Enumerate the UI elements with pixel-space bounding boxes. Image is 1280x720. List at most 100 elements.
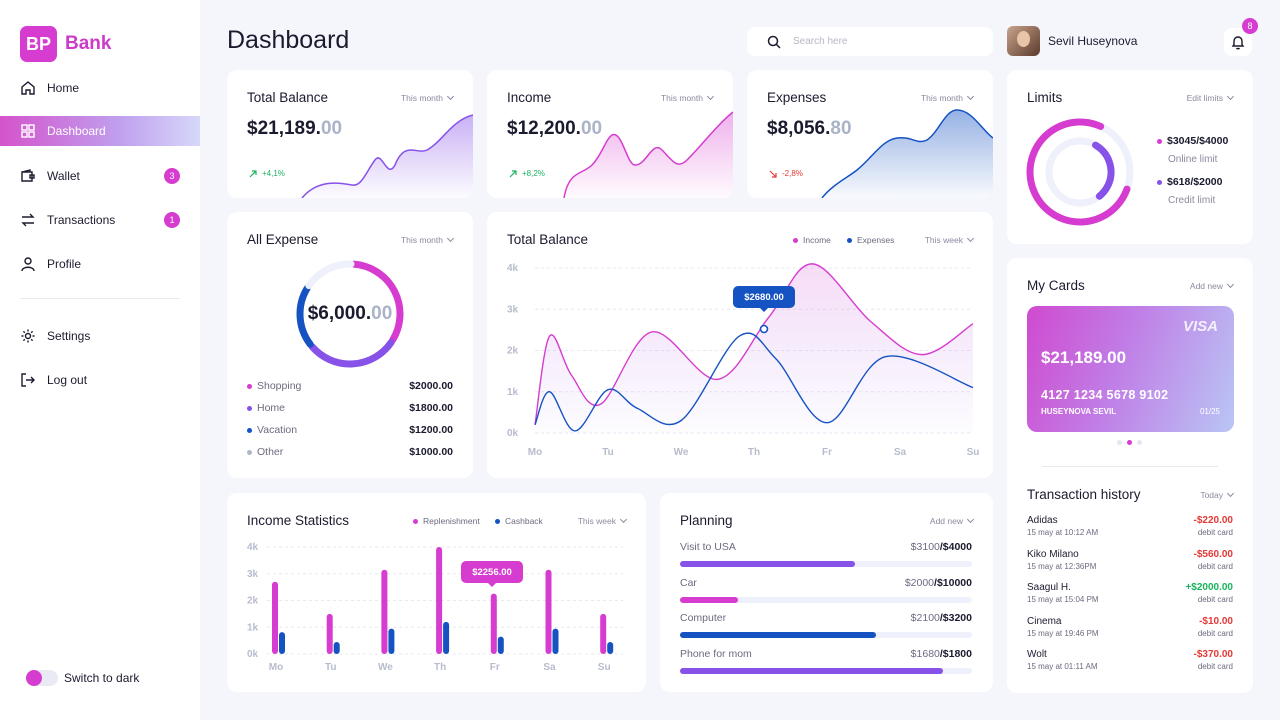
tx-time: 15 may at 19:46 PM [1027,628,1099,638]
tx-amount: -$220.00 [1193,515,1233,526]
nav-item-home[interactable]: Home [0,73,200,103]
card-title: Total Balance [247,90,329,105]
nav-item-dashboard[interactable]: Dashboard [0,116,200,146]
delta-badge: -2,8% [769,169,803,178]
avatar[interactable] [1007,26,1040,56]
transaction-row[interactable]: Cinema 15 may at 19:46 PM -$10.00 debit car… [1027,616,1233,638]
expense-label: Vacation [257,424,298,436]
tx-type: debit card [1197,561,1233,571]
bar-replenishment[interactable] [545,569,552,654]
period-dropdown[interactable]: This week [578,516,626,526]
legend-cashback: Cashback [495,516,543,526]
tx-merchant: Saagul H. [1027,582,1071,593]
card-title: All Expense [247,232,319,247]
tx-merchant: Adidas [1027,515,1058,526]
delta-value: +8,2% [522,169,545,178]
plan-label: Car [680,576,697,589]
amount-cents: 00 [580,118,603,139]
card-title: Total Balance [507,232,589,247]
nav-item-settings[interactable]: Settings [0,321,200,351]
transaction-row[interactable]: Saagul H. 15 may at 15:04 PM +$2000.00 debi… [1027,582,1233,604]
bar-replenishment[interactable] [490,593,497,654]
nav-item-profile[interactable]: Profile [0,249,200,279]
add-card-dropdown[interactable]: Add new [1190,281,1233,291]
legend-label: Cashback [505,516,543,526]
x-tick-label: Th [434,662,446,673]
bar-cashback[interactable] [279,632,285,654]
balance-marker[interactable] [759,324,769,334]
period-dropdown[interactable]: This week [925,235,973,245]
bar-cashback[interactable] [388,628,395,654]
search-input[interactable] [793,36,963,47]
expense-value: $1800.00 [409,402,453,414]
expense-label: Other [257,446,284,458]
y-tick-label: 1k [507,387,519,398]
transaction-row[interactable]: Adidas 15 may at 10:12 AM -$220.00 debit ca… [1027,515,1233,537]
summary-card-total-balance: Total Balance This month $21,189.00 +4,1… [227,70,473,198]
transaction-row[interactable]: Kiko Milano 15 may at 12:36PM -$560.00 debi… [1027,549,1233,571]
period-dropdown[interactable]: This month [401,93,453,103]
plan-item[interactable]: Computer $2100/$3200 [680,612,972,638]
tx-amount: -$370.00 [1193,649,1233,660]
tx-merchant: Cinema [1027,615,1062,627]
nav-item-wallet[interactable]: Wallet 3 [0,161,200,191]
income-sparkline [563,111,733,198]
transaction-history-title: Transaction history [1027,487,1141,502]
page-dot[interactable] [1117,440,1122,445]
search-bar[interactable] [747,27,993,56]
period-dropdown[interactable]: This month [921,93,973,103]
notifications-button[interactable]: 8 [1224,18,1258,56]
amount-main: $12,200. [507,118,581,139]
bar-cashback[interactable] [607,641,614,654]
transaction-row[interactable]: Wolt 15 may at 01:11 AM -$370.00 debit card [1027,649,1233,671]
period-dropdown[interactable]: Today [1200,490,1233,500]
bar-cashback[interactable] [552,628,559,654]
credit-limit-value: $618/$2000 [1157,176,1222,188]
expenses-amount: $8,056.80 [767,118,852,140]
total-balance-amount: $21,189.00 [247,118,342,140]
x-tick-label: Sa [543,662,556,673]
donut-slice-home [308,338,395,368]
page-dot[interactable] [1137,440,1142,445]
tx-type: debit card [1197,628,1233,638]
plan-item[interactable]: Visit to USA $3100/$4000 [680,541,972,567]
nav-item-logout[interactable]: Log out [0,365,200,395]
bar-replenishment[interactable] [381,569,388,654]
bar-cashback[interactable] [333,641,340,654]
toggle-track[interactable] [26,670,58,686]
nav-item-transactions[interactable]: Transactions 1 [0,205,200,235]
x-tick-label: Tu [602,447,613,458]
period-dropdown[interactable]: This month [401,235,453,245]
bar-replenishment[interactable] [272,581,278,654]
user-menu[interactable]: Sevil Huseynova [1007,26,1137,56]
nav-label: Profile [47,257,82,271]
theme-toggle[interactable]: Switch to dark [26,670,139,686]
summary-card-expenses: Expenses This month $8,056.80 -2,8% [747,70,993,198]
edit-limits-dropdown[interactable]: Edit limits [1187,93,1233,103]
bar-cashback[interactable] [443,621,450,654]
bar-replenishment[interactable] [326,613,333,654]
bar-cashback[interactable] [497,636,504,654]
bar-replenishment[interactable] [600,613,607,654]
card-number: 4127 1234 5678 9102 [1041,388,1169,402]
plan-spent: $2000 [904,576,935,589]
add-plan-dropdown[interactable]: Add new [930,516,973,526]
tooltip-value: $2680.00 [744,291,784,303]
page-dot-active[interactable] [1127,440,1132,445]
plan-amount: $1680/$1800 [911,648,972,660]
plan-item[interactable]: Phone for mom $1680/$1800 [680,648,972,674]
brand-logo[interactable]: BP Bank [20,26,111,62]
nav-label: Log out [47,373,88,387]
y-tick-label: 2k [247,596,259,607]
legend-label: Income [803,235,831,245]
balance-tooltip: $2680.00 [733,286,795,312]
bank-card[interactable]: VISA $21,189.00 4127 1234 5678 9102 HUSE… [1027,306,1234,432]
plan-goal: /$1800 [939,647,972,660]
x-tick-label: Mo [269,662,283,673]
bar-replenishment[interactable] [436,547,443,654]
period-dropdown[interactable]: This month [661,93,713,103]
donut-slice-shopping [350,260,404,344]
legend-replenishment: Replenishment [413,516,480,526]
profile-icon [21,257,35,272]
plan-item[interactable]: Car $2000/$10000 [680,577,972,603]
